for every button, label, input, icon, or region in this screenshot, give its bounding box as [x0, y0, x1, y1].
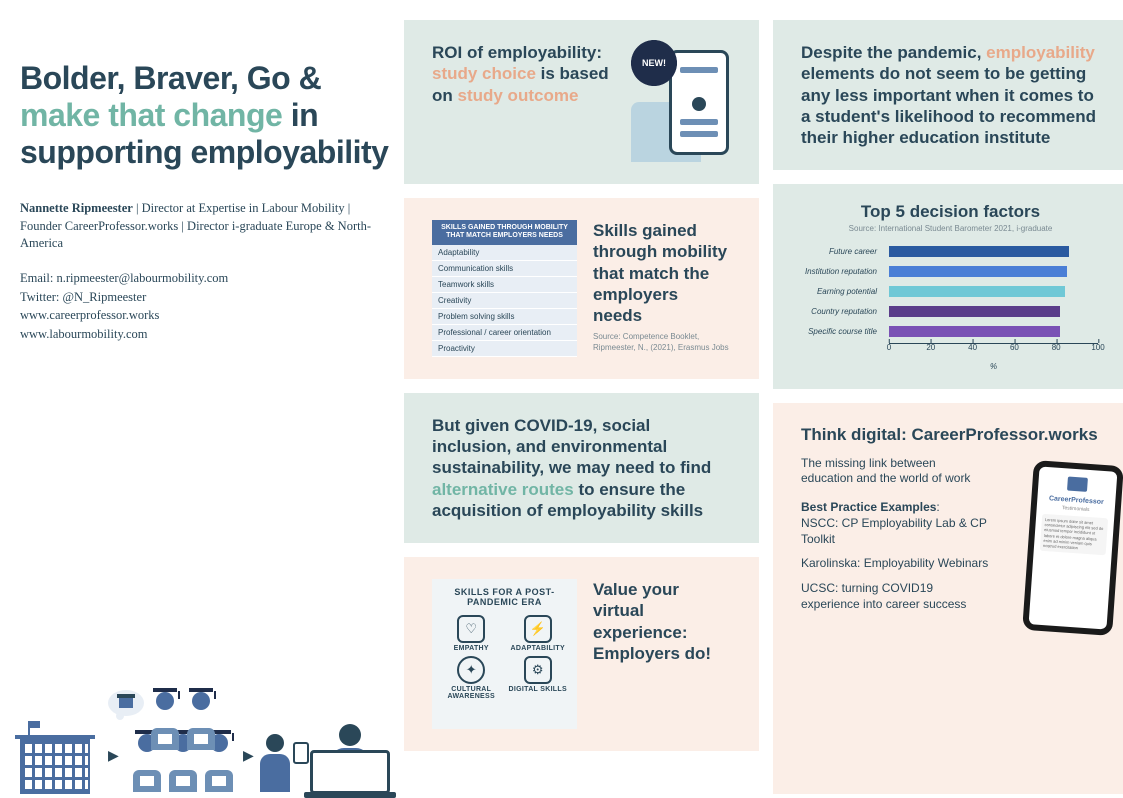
arrow-icon: ▶	[243, 747, 254, 764]
bp-item: NSCC: CP Employability Lab & CP Toolkit	[801, 516, 987, 546]
pandemic-cell: DIGITAL SKILLS	[507, 686, 570, 693]
digital-icon: ⚙	[524, 656, 552, 684]
skills-row: Teamwork skills	[432, 277, 577, 293]
bp-item: UCSC: turning COVID19 experience into ca…	[801, 580, 991, 612]
skills-row: Creativity	[432, 293, 577, 309]
skills-card: SKILLS GAINED THROUGH MOBILITY THAT MATC…	[404, 198, 759, 379]
bar-fill	[889, 266, 1067, 277]
careerprofessor-phone-icon: CareerProfessor Testimonials Lorem ipsum…	[1022, 460, 1123, 636]
bar-row: Country reputation	[889, 303, 1098, 320]
person-phone-icon	[255, 734, 295, 794]
covid-accent: alternative routes	[432, 480, 574, 499]
footer-illustration: ▶ ▶	[10, 684, 380, 794]
axis-tick: 0	[887, 343, 891, 352]
despite-accent: employability	[986, 43, 1095, 62]
axis-tick: 80	[1052, 343, 1061, 352]
pandemic-graphic: SKILLS FOR A POST-PANDEMIC ERA ♡EMPATHY …	[432, 579, 577, 729]
covid-text: But given COVID-19, social inclusion, an…	[432, 415, 731, 521]
digital-card: Think digital: CareerProfessor.works The…	[773, 403, 1123, 794]
arrow-icon: ▶	[108, 747, 119, 764]
new-badge-text: NEW!	[642, 58, 666, 68]
cultural-icon: ✦	[457, 656, 485, 684]
bp-header: Best Practice Examples	[801, 500, 936, 514]
bar-label: Future career	[793, 247, 883, 256]
bar-label: Institution reputation	[793, 267, 883, 276]
author-name: Nannette Ripmeester	[20, 201, 133, 215]
right-column: Despite the pandemic, employability elem…	[773, 20, 1123, 794]
bar-row: Institution reputation	[889, 263, 1098, 280]
digital-sub: The missing link between education and t…	[801, 456, 981, 487]
phone-illustration: NEW!	[631, 42, 731, 162]
despite-card: Despite the pandemic, employability elem…	[773, 20, 1123, 170]
title-accent: make that change	[20, 97, 282, 133]
skills-row: Communication skills	[432, 261, 577, 277]
contact-block: Email: n.ripmeester@labourmobility.com T…	[20, 269, 390, 344]
skills-row: Professional / career orientation	[432, 325, 577, 341]
adaptability-icon: ⚡	[524, 615, 552, 643]
bar-fill	[889, 286, 1065, 297]
pandemic-card: SKILLS FOR A POST-PANDEMIC ERA ♡EMPATHY …	[404, 557, 759, 751]
roi-card: ROI of employability: study choice is ba…	[404, 20, 759, 184]
skills-row: Proactivity	[432, 341, 577, 357]
bar-fill	[889, 246, 1069, 257]
title-block: Bolder, Braver, Go & make that change in…	[20, 20, 390, 344]
despite-post: elements do not seem to be getting any l…	[801, 64, 1096, 147]
axis-label: %	[990, 362, 997, 371]
covid-pre: But given COVID-19, social inclusion, an…	[432, 416, 711, 478]
roi-pre: ROI of employability:	[432, 43, 602, 62]
despite-pre: Despite the pandemic,	[801, 43, 986, 62]
contact-site1: www.careerprofessor.works	[20, 308, 159, 322]
chart-source: Source: International Student Barometer …	[793, 224, 1108, 233]
main-title: Bolder, Braver, Go & make that change in…	[20, 60, 390, 170]
pandemic-cell: CULTURAL AWARENESS	[440, 686, 503, 700]
roi-text: ROI of employability: study choice is ba…	[432, 42, 619, 106]
skills-table-header: SKILLS GAINED THROUGH MOBILITY THAT MATC…	[432, 220, 577, 245]
bar-row: Earning potential	[889, 283, 1098, 300]
pandemic-graphic-title: SKILLS FOR A POST-PANDEMIC ERA	[440, 587, 569, 607]
pandemic-cell: ADAPTABILITY	[507, 645, 570, 652]
bar-label: Specific course title	[793, 327, 883, 336]
roi-accent2: study outcome	[458, 86, 579, 105]
skills-title: Skills gained through mobility that matc…	[593, 220, 731, 326]
despite-text: Despite the pandemic, employability elem…	[801, 42, 1100, 148]
covid-card: But given COVID-19, social inclusion, an…	[404, 393, 759, 543]
bar-fill	[889, 306, 1060, 317]
roi-accent1: study choice	[432, 64, 536, 83]
pandemic-title: Value your virtual experience: Employers…	[593, 579, 731, 664]
skills-table: SKILLS GAINED THROUGH MOBILITY THAT MATC…	[432, 220, 577, 357]
skills-row: Adaptability	[432, 245, 577, 261]
bp-item: Karolinska: Employability Webinars	[801, 555, 991, 571]
axis-tick: 20	[926, 343, 935, 352]
graduates-icon	[130, 699, 240, 794]
skills-source: Source: Competence Booklet, Ripmeester, …	[593, 332, 731, 353]
phone-text: Lorem ipsum dolor sit amet consectetur a…	[1040, 514, 1108, 556]
middle-column: ROI of employability: study choice is ba…	[404, 20, 759, 794]
skills-row: Problem solving skills	[432, 309, 577, 325]
bar-row: Specific course title	[889, 323, 1098, 340]
digital-title: Think digital: CareerProfessor.works	[801, 425, 1100, 445]
bar-row: Future career	[889, 243, 1098, 260]
pandemic-cell: EMPATHY	[440, 645, 503, 652]
chart-card: Top 5 decision factors Source: Internati…	[773, 184, 1123, 389]
title-part1: Bolder, Braver, Go &	[20, 60, 321, 96]
axis-tick: 40	[968, 343, 977, 352]
contact-site2: www.labourmobility.com	[20, 327, 148, 341]
contact-twitter: Twitter: @N_Ripmeester	[20, 290, 146, 304]
empathy-icon: ♡	[457, 615, 485, 643]
contact-email: Email: n.ripmeester@labourmobility.com	[20, 271, 228, 285]
axis-tick: 60	[1010, 343, 1019, 352]
new-badge-icon: NEW!	[631, 40, 677, 86]
bar-label: Country reputation	[793, 307, 883, 316]
x-axis: 020406080100%	[889, 343, 1098, 363]
bar-fill	[889, 326, 1060, 337]
laptop-person-icon	[310, 724, 390, 794]
author-line: Nannette Ripmeester | Director at Expert…	[20, 200, 390, 253]
bar-label: Earning potential	[793, 287, 883, 296]
bar-chart: Future career Institution reputation Earni…	[793, 243, 1108, 363]
left-column: Bolder, Braver, Go & make that change in…	[20, 20, 390, 794]
chart-title: Top 5 decision factors	[793, 202, 1108, 222]
university-icon	[10, 724, 100, 794]
axis-tick: 100	[1091, 343, 1104, 352]
